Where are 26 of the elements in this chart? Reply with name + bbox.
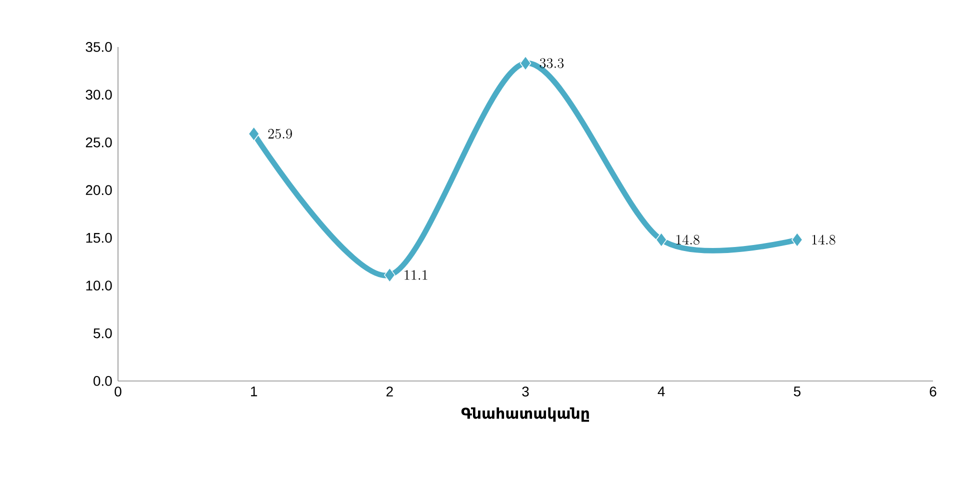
point [520,56,532,71]
data-label: 11 . 1 [404,270,428,280]
y-tick-label: 30.0 [86,90,112,100]
point [384,268,396,282]
point [656,232,667,248]
y-tick-label: 25.0 [86,137,112,148]
data-label: 25.9 [268,128,292,139]
x-tick-label: 3 [522,386,529,397]
y-tick-label: 15.0 [86,232,112,243]
y-tick-label: 5.0 [94,328,112,338]
y-tick-label: 0.0 [94,376,112,386]
x-tick-label: 0 [114,386,122,397]
x-axis-title: Գնահատականը [461,407,590,422]
data-label: 33.3 [540,58,564,68]
data-label: 14.8 [676,234,700,245]
data-label: 14.8 [812,234,836,245]
y-tick-label: 35.0 [86,42,112,52]
x-tick-label: 1 [251,386,258,396]
point [248,126,260,142]
y-tick-label: 20.0 [86,185,112,196]
x-tick-label: 2 [386,386,393,396]
y-tick-label: 10.0 [86,280,112,290]
x-tick-label: 5 [794,386,800,396]
x-tick-label: 6 [930,386,936,397]
x-tick-label: 4 [658,386,665,396]
point [792,232,803,248]
